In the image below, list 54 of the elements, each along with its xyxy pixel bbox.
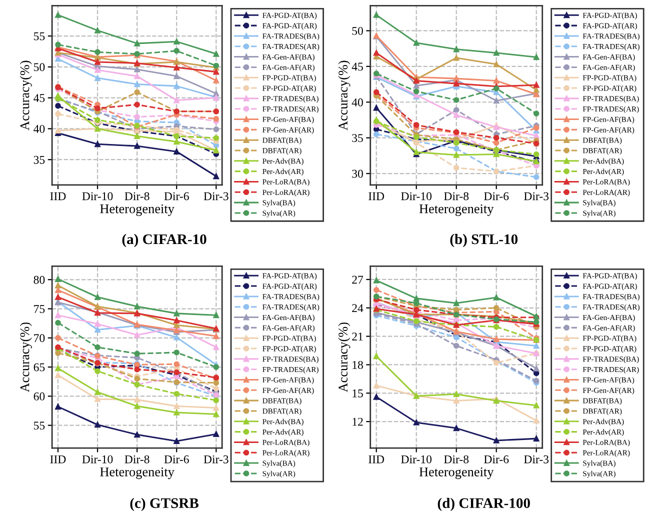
x-tick-label: Dir-8 xyxy=(444,192,469,200)
x-tick-label: Dir-3 xyxy=(524,192,549,200)
x-tick-label: Dir-10 xyxy=(401,455,432,464)
y-tick-label: 70 xyxy=(34,334,45,342)
x-tick-label: Dir-6 xyxy=(164,192,189,200)
x-axis-title: Heterogeneity xyxy=(100,467,174,480)
text: (a) CIFAR-10 xyxy=(122,234,206,248)
x-tick-label: Dir-6 xyxy=(484,455,509,464)
y-tick-label: 40 xyxy=(352,98,363,106)
x-tick-label: Dir-8 xyxy=(124,192,150,200)
y-axis-title: Accuracy(%) xyxy=(20,322,32,392)
y-tick-label: 55 xyxy=(34,32,45,40)
y-tick-label: 45 xyxy=(34,94,45,102)
x-tick-label: Dir-6 xyxy=(164,455,189,464)
y-tick-label: 15 xyxy=(352,389,363,398)
text: (c) GTSRB xyxy=(130,498,199,512)
y-tick-label: 30 xyxy=(352,170,363,178)
x-tick-label: IID xyxy=(368,192,384,200)
y-tick-label: 55 xyxy=(34,422,45,430)
y-tick-label: 60 xyxy=(34,392,45,400)
y-tick-label: 65 xyxy=(34,363,45,372)
text: (d) CIFAR-100 xyxy=(438,498,530,512)
y-tick-label: 35 xyxy=(352,134,363,142)
x-tick-label: Dir-3 xyxy=(204,455,228,464)
x-tick-label: IID xyxy=(50,455,66,464)
y-tick-label: 27 xyxy=(352,276,364,284)
x-tick-label: IID xyxy=(50,192,66,200)
y-tick-label: 24 xyxy=(352,304,364,312)
x-tick-label: Dir-8 xyxy=(124,455,150,464)
y-tick-label: 21 xyxy=(352,332,363,340)
x-tick-label: Dir-10 xyxy=(82,192,113,200)
x-tick-label: Dir-8 xyxy=(444,455,469,464)
y-tick-label: 50 xyxy=(34,63,45,72)
x-tick-label: Dir-10 xyxy=(401,192,432,200)
x-tick-label: Dir-6 xyxy=(484,192,509,200)
x-tick-label: IID xyxy=(368,455,384,464)
y-tick-label: 80 xyxy=(34,276,45,284)
x-axis-title: Heterogeneity xyxy=(419,204,494,216)
y-tick-label: 35 xyxy=(34,156,45,164)
y-axis-title: Accuracy(%) xyxy=(338,322,350,392)
y-tick-label: 12 xyxy=(352,418,363,426)
x-tick-label: Dir-10 xyxy=(82,455,113,464)
x-tick-label: Dir-3 xyxy=(204,192,228,200)
y-tick-label: 45 xyxy=(352,62,363,71)
x-tick-label: Dir-3 xyxy=(524,455,549,464)
y-axis-title: Accuracy(%) xyxy=(338,60,350,130)
y-tick-label: 40 xyxy=(34,124,45,133)
y-tick-label: 75 xyxy=(34,305,45,313)
y-axis-title: Accuracy(%) xyxy=(20,60,32,130)
text: (b) STL-10 xyxy=(450,234,518,248)
x-axis-title: Heterogeneity xyxy=(419,467,494,480)
y-tick-label: 50 xyxy=(352,26,363,35)
y-tick-label: 18 xyxy=(352,360,363,369)
x-axis-title: Heterogeneity xyxy=(100,204,174,216)
